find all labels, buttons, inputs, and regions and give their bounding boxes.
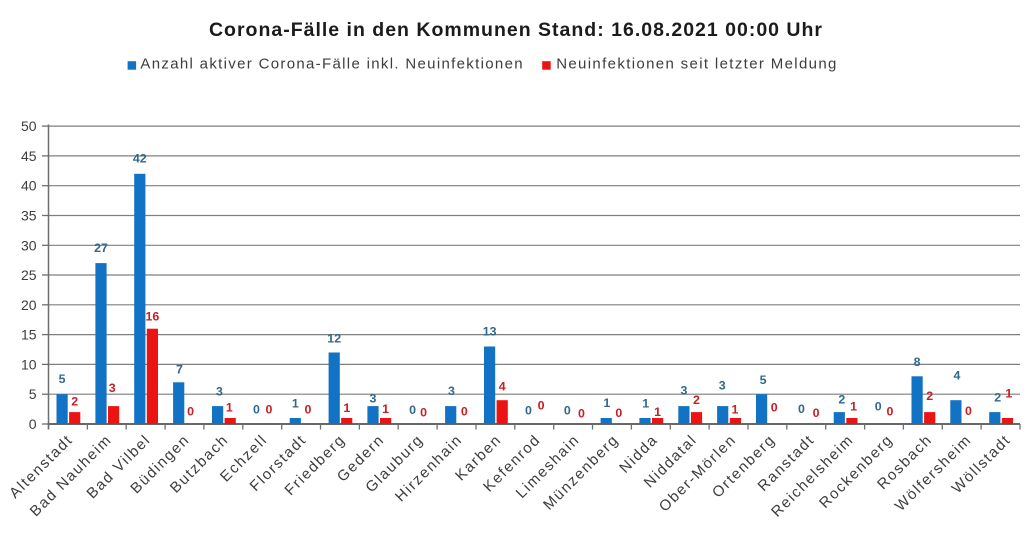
svg-text:0: 0 — [253, 403, 260, 417]
svg-text:5: 5 — [59, 372, 66, 386]
svg-text:0: 0 — [798, 402, 805, 416]
svg-text:4: 4 — [499, 380, 506, 394]
svg-text:35: 35 — [21, 208, 37, 224]
svg-text:0: 0 — [420, 406, 427, 420]
svg-text:45: 45 — [21, 148, 37, 164]
svg-text:1: 1 — [603, 396, 610, 410]
svg-text:25: 25 — [21, 267, 37, 283]
svg-text:3: 3 — [448, 384, 455, 398]
svg-text:40: 40 — [21, 178, 37, 194]
svg-text:4: 4 — [953, 369, 960, 383]
svg-text:3: 3 — [109, 381, 116, 395]
svg-text:0: 0 — [266, 403, 273, 417]
svg-text:1: 1 — [654, 405, 661, 419]
svg-text:1: 1 — [731, 402, 738, 416]
svg-text:Corona-Fälle in den Kommunen S: Corona-Fälle in den Kommunen Stand: 16.0… — [209, 19, 823, 41]
svg-text:8: 8 — [914, 355, 921, 369]
svg-text:0: 0 — [578, 406, 585, 420]
svg-text:0: 0 — [965, 404, 972, 418]
svg-text:0: 0 — [304, 403, 311, 417]
svg-text:1: 1 — [343, 401, 350, 415]
svg-text:2: 2 — [693, 393, 700, 407]
svg-text:0: 0 — [461, 405, 468, 419]
svg-text:5: 5 — [760, 373, 767, 387]
svg-text:0: 0 — [615, 406, 622, 420]
svg-text:27: 27 — [94, 241, 108, 255]
svg-text:42: 42 — [133, 151, 147, 165]
svg-text:0: 0 — [409, 403, 416, 417]
svg-text:50: 50 — [21, 118, 37, 134]
svg-text:12: 12 — [327, 332, 341, 346]
svg-text:0: 0 — [813, 406, 820, 420]
svg-text:3: 3 — [680, 384, 687, 398]
svg-text:1: 1 — [292, 397, 299, 411]
svg-text:2: 2 — [838, 393, 845, 407]
svg-text:2: 2 — [71, 395, 78, 409]
svg-text:3: 3 — [719, 379, 726, 393]
svg-text:0: 0 — [875, 400, 882, 414]
svg-text:3: 3 — [370, 392, 377, 406]
svg-text:5: 5 — [29, 386, 37, 402]
svg-text:7: 7 — [176, 363, 183, 377]
svg-text:2: 2 — [994, 391, 1001, 405]
svg-text:1: 1 — [850, 399, 857, 413]
svg-text:10: 10 — [21, 356, 37, 372]
svg-text:1: 1 — [226, 401, 233, 415]
svg-text:0: 0 — [771, 401, 778, 415]
svg-text:0: 0 — [187, 405, 194, 419]
svg-text:1: 1 — [1005, 386, 1012, 400]
svg-text:20: 20 — [21, 297, 37, 313]
svg-text:30: 30 — [21, 237, 37, 253]
svg-text:16: 16 — [146, 310, 160, 324]
svg-text:0: 0 — [886, 404, 893, 418]
svg-text:3: 3 — [216, 384, 223, 398]
svg-text:1: 1 — [382, 402, 389, 416]
svg-text:Neuinfektionen seit letzter Me: Neuinfektionen seit letzter Meldung — [556, 56, 838, 73]
svg-text:15: 15 — [21, 327, 37, 343]
svg-text:0: 0 — [29, 416, 37, 432]
svg-text:Anzahl aktiver Corona-Fälle in: Anzahl aktiver Corona-Fälle inkl. Neuinf… — [140, 56, 524, 73]
svg-text:1: 1 — [642, 397, 649, 411]
svg-text:2: 2 — [926, 389, 933, 403]
svg-text:0: 0 — [525, 404, 532, 418]
svg-text:0: 0 — [564, 404, 571, 418]
svg-text:13: 13 — [483, 324, 497, 338]
svg-text:0: 0 — [538, 399, 545, 413]
